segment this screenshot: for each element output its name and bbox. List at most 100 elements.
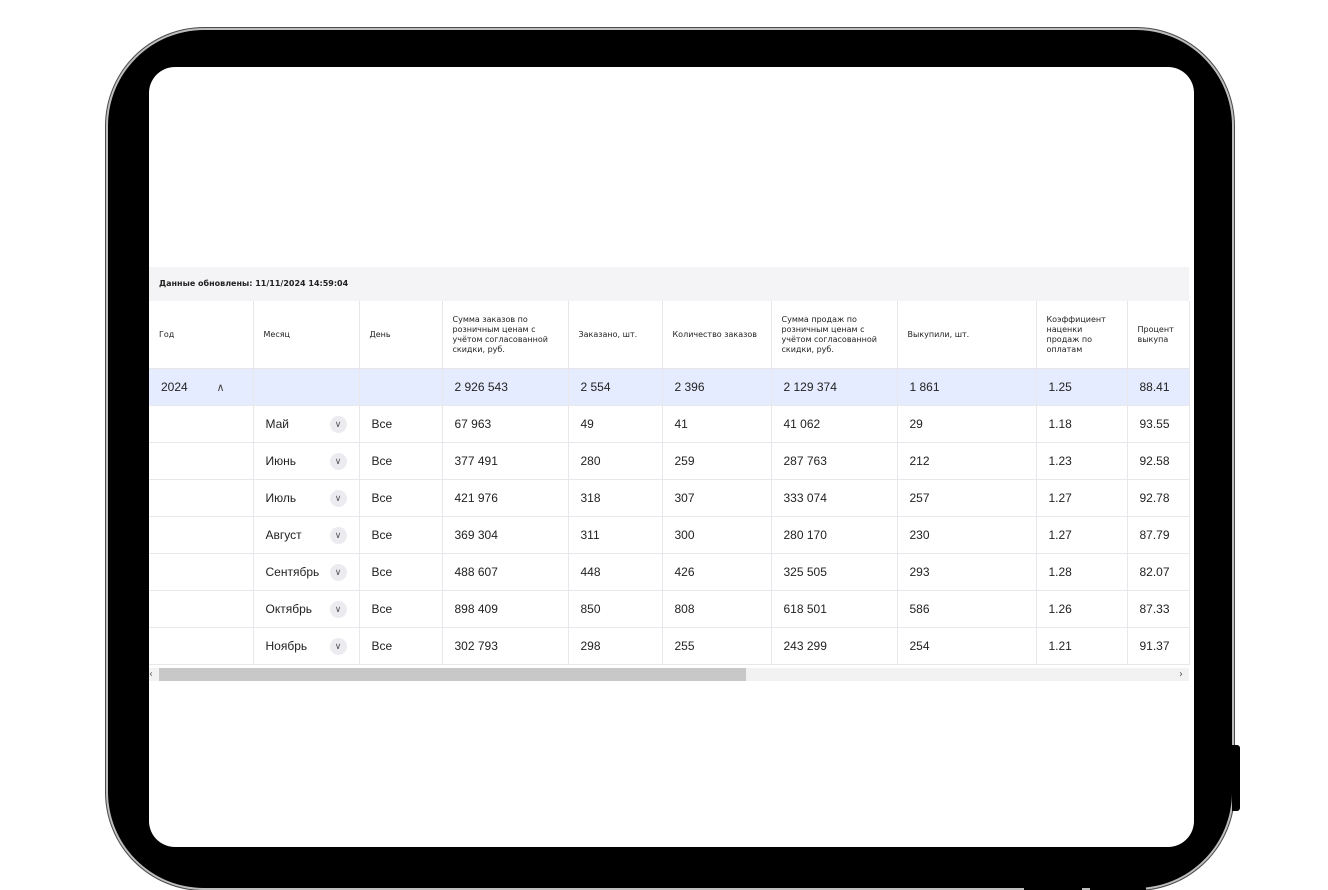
month-label: Ноябрь (265, 639, 308, 653)
column-header-ordered[interactable]: Заказано, шт. (568, 301, 663, 369)
bought-cell: 586 (897, 590, 1037, 628)
day-cell: Все (359, 590, 443, 628)
order-sum-cell: 898 409 (442, 590, 569, 628)
day-cell: Все (359, 627, 443, 665)
day-cell: Все (359, 553, 443, 591)
buyout-pct-cell: 88.41 (1127, 368, 1190, 406)
month-label: Июль (265, 491, 297, 505)
column-header-order-sum[interactable]: Сумма заказов по розничным ценам с учёто… (442, 301, 569, 369)
chevron-down-icon[interactable]: ∨ (329, 526, 347, 544)
scrollbar-thumb[interactable] (159, 668, 746, 681)
year-row[interactable]: 2024 ∧ 2 926 543 2 554 2 396 2 129 374 1… (149, 368, 1190, 406)
orders-count-cell: 2 396 (662, 368, 772, 406)
markup-coef-cell: 1.21 (1036, 627, 1128, 665)
bought-cell: 212 (897, 442, 1037, 480)
column-header-buyout-pct[interactable]: Процент выкупа (1127, 301, 1190, 369)
month-row[interactable]: Ноябрь ∨ Все 302 793 298 255 243 299 254 1.21 91.… (149, 627, 1190, 665)
year-cell (149, 516, 254, 554)
table-header-row: Год Месяц День Сумма заказов по розничны… (149, 301, 1190, 369)
markup-coef-cell: 1.27 (1036, 479, 1128, 517)
horizontal-scrollbar[interactable]: ‹ › (149, 668, 1189, 681)
bought-cell: 257 (897, 479, 1037, 517)
month-cell[interactable]: Июнь ∨ (253, 442, 360, 480)
ordered-cell: 280 (568, 442, 663, 480)
month-label: Июнь (265, 454, 297, 468)
ordered-cell: 49 (568, 405, 663, 443)
sales-sum-cell: 618 501 (771, 590, 898, 628)
column-header-orders-count[interactable]: Количество заказов (662, 301, 772, 369)
markup-coef-cell: 1.18 (1036, 405, 1128, 443)
ordered-cell: 318 (568, 479, 663, 517)
column-header-markup-coef[interactable]: Коэффициент наценки продаж по оплатам (1036, 301, 1128, 369)
month-row[interactable]: Сентябрь ∨ Все 488 607 448 426 325 505 293 1.28 8… (149, 553, 1190, 591)
chevron-down-icon[interactable]: ∨ (329, 452, 347, 470)
month-label: Октябрь (265, 602, 313, 616)
column-header-sales-sum[interactable]: Сумма продаж по розничным ценам с учётом… (771, 301, 898, 369)
markup-coef-cell: 1.23 (1036, 442, 1128, 480)
orders-count-cell: 808 (662, 590, 772, 628)
markup-coef-cell: 1.26 (1036, 590, 1128, 628)
year-cell (149, 479, 254, 517)
order-sum-cell: 488 607 (442, 553, 569, 591)
chevron-right-icon[interactable]: › (1179, 669, 1183, 680)
day-cell: Все (359, 479, 443, 517)
markup-coef-cell: 1.28 (1036, 553, 1128, 591)
column-header-day[interactable]: День (359, 301, 443, 369)
month-row[interactable]: Май ∨ Все 67 963 49 41 41 062 29 1.18 93.55 (149, 405, 1190, 443)
month-label: Август (265, 528, 302, 542)
month-row[interactable]: Август ∨ Все 369 304 311 300 280 170 230 1.27 87.… (149, 516, 1190, 554)
buyout-pct-cell: 91.37 (1127, 627, 1190, 665)
column-header-year[interactable]: Год (149, 301, 254, 369)
column-header-bought[interactable]: Выкупили, шт. (897, 301, 1037, 369)
ordered-cell: 311 (568, 516, 663, 554)
month-label: Сентябрь (265, 565, 320, 579)
month-cell[interactable]: Август ∨ (253, 516, 360, 554)
month-row[interactable]: Июль ∨ Все 421 976 318 307 333 074 257 1.27 92.78 (149, 479, 1190, 517)
chevron-down-icon[interactable]: ∨ (329, 600, 347, 618)
month-cell[interactable]: Ноябрь ∨ (253, 627, 360, 665)
tablet-top-button (1090, 884, 1146, 890)
ordered-cell: 448 (568, 553, 663, 591)
orders-count-cell: 41 (662, 405, 772, 443)
chevron-down-icon[interactable]: ∨ (329, 415, 347, 433)
chevron-left-icon[interactable]: ‹ (149, 669, 153, 680)
markup-coef-cell: 1.25 (1036, 368, 1128, 406)
order-sum-cell: 2 926 543 (442, 368, 569, 406)
month-row[interactable]: Октябрь ∨ Все 898 409 850 808 618 501 586 1.26 87… (149, 590, 1190, 628)
year-cell[interactable]: 2024 ∧ (149, 368, 254, 406)
month-cell[interactable]: Май ∨ (253, 405, 360, 443)
sales-sum-cell: 41 062 (771, 405, 898, 443)
chevron-up-icon[interactable]: ∧ (216, 381, 225, 394)
chevron-down-icon[interactable]: ∨ (329, 489, 347, 507)
day-cell: Все (359, 405, 443, 443)
sales-sum-cell: 325 505 (771, 553, 898, 591)
year-label: 2024 (161, 380, 188, 394)
ordered-cell: 298 (568, 627, 663, 665)
month-cell[interactable]: Октябрь ∨ (253, 590, 360, 628)
buyout-pct-cell: 87.33 (1127, 590, 1190, 628)
ordered-cell: 2 554 (568, 368, 663, 406)
month-cell[interactable]: Сентябрь ∨ (253, 553, 360, 591)
chevron-down-icon[interactable]: ∨ (329, 563, 347, 581)
sales-table: Год Месяц День Сумма заказов по розничны… (149, 301, 1190, 665)
sales-sum-cell: 280 170 (771, 516, 898, 554)
buyout-pct-cell: 92.58 (1127, 442, 1190, 480)
month-cell[interactable]: Июль ∨ (253, 479, 360, 517)
sales-sum-cell: 287 763 (771, 442, 898, 480)
chevron-down-icon[interactable]: ∨ (329, 637, 347, 655)
month-row[interactable]: Июнь ∨ Все 377 491 280 259 287 763 212 1.23 92.58 (149, 442, 1190, 480)
day-cell: Все (359, 442, 443, 480)
bought-cell: 293 (897, 553, 1037, 591)
sales-sum-cell: 243 299 (771, 627, 898, 665)
sales-sum-cell: 2 129 374 (771, 368, 898, 406)
tablet-screen: Данные обновлены: 11/11/2024 14:59:04 Го… (149, 67, 1194, 847)
buyout-pct-cell: 93.55 (1127, 405, 1190, 443)
orders-count-cell: 259 (662, 442, 772, 480)
sales-sum-cell: 333 074 (771, 479, 898, 517)
buyout-pct-cell: 82.07 (1127, 553, 1190, 591)
column-header-month[interactable]: Месяц (253, 301, 360, 369)
bought-cell: 1 861 (897, 368, 1037, 406)
order-sum-cell: 67 963 (442, 405, 569, 443)
bought-cell: 29 (897, 405, 1037, 443)
orders-count-cell: 426 (662, 553, 772, 591)
